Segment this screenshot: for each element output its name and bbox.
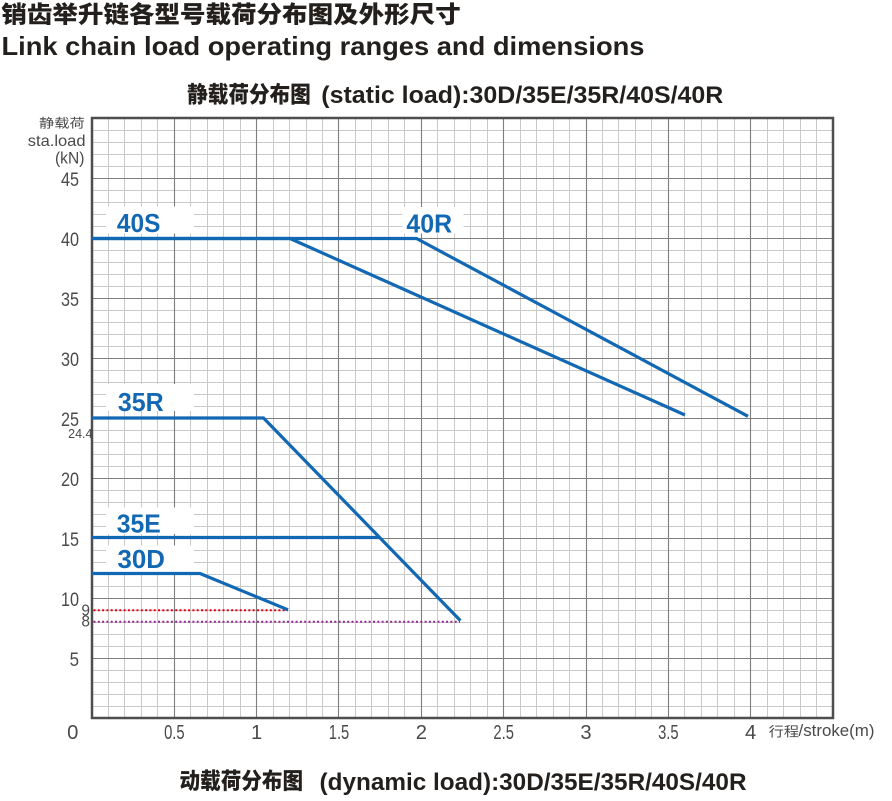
svg-text:25: 25: [61, 409, 79, 431]
svg-text:1.5: 1.5: [329, 722, 350, 744]
svg-text:3.5: 3.5: [658, 722, 679, 744]
svg-text:5: 5: [70, 649, 79, 671]
svg-text:35: 35: [61, 289, 79, 311]
svg-text:40R: 40R: [406, 210, 452, 238]
svg-text:30D: 30D: [118, 546, 165, 574]
svg-text:1: 1: [251, 722, 262, 744]
svg-text:10: 10: [61, 589, 79, 611]
svg-text:2: 2: [416, 722, 427, 744]
svg-text:8: 8: [81, 614, 90, 631]
svg-text:35E: 35E: [117, 511, 161, 539]
svg-text:20: 20: [61, 469, 79, 491]
svg-text:45: 45: [61, 169, 79, 191]
svg-text:24.4: 24.4: [68, 427, 92, 441]
svg-text:9: 9: [81, 603, 90, 620]
svg-text:40: 40: [61, 229, 79, 251]
svg-text:0: 0: [67, 722, 78, 744]
svg-text:/stroke(m): /stroke(m): [799, 722, 875, 740]
svg-text:(kN): (kN): [55, 150, 84, 168]
svg-text:4: 4: [745, 722, 756, 744]
svg-text:35R: 35R: [118, 389, 164, 417]
svg-text:(static load):30D/35E/35R/40S/: (static load):30D/35E/35R/40S/40R: [321, 82, 723, 109]
svg-text:30: 30: [61, 349, 79, 371]
svg-text:0.5: 0.5: [164, 722, 185, 744]
svg-text:2.5: 2.5: [493, 722, 514, 744]
svg-text:sta.load: sta.load: [28, 133, 86, 150]
svg-text:(dynamic load):30D/35E/35R/40S: (dynamic load):30D/35E/35R/40S/40R: [320, 769, 747, 796]
svg-text:3: 3: [580, 722, 591, 744]
svg-text:Link chain load operating rang: Link chain load operating ranges and dim…: [2, 31, 645, 61]
svg-text:15: 15: [61, 529, 79, 551]
svg-text:40S: 40S: [117, 210, 160, 238]
